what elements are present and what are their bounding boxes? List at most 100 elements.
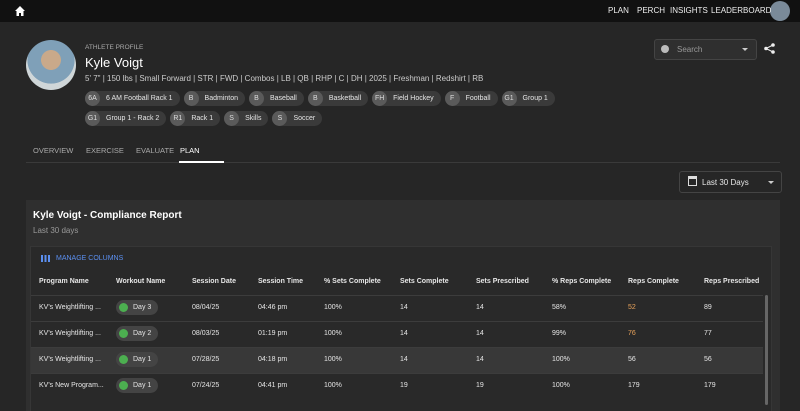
column-header: Sets Prescribed [476,278,529,285]
tag-label: Group 1 [522,95,548,102]
columns-icon [41,255,50,262]
tag-chip[interactable]: S Skills [224,111,269,126]
date-filter[interactable]: Last 30 Days [679,171,782,193]
column-header: % Reps Complete [552,278,612,285]
tag-initials: R1 [170,111,186,126]
nav-link[interactable]: PERCH [637,6,666,15]
check-icon [119,381,128,390]
table-cell: 179 [704,382,716,389]
table-cell: 14 [400,356,408,363]
tag-label: Baseball [270,95,297,102]
report-title: Kyle Voigt - Compliance Report [33,210,182,221]
search-box[interactable]: Search [654,39,757,60]
profile-label: ATHLETE PROFILE [85,44,144,51]
share-icon[interactable] [764,43,775,54]
tag-initials: F [444,91,460,106]
nav-link[interactable]: INSIGHTS [670,6,708,15]
table-cell: 04:41 pm [258,382,288,389]
table-cell: 100% [324,382,342,389]
tab[interactable]: EXERCISE [86,146,124,155]
table-cell: 14 [400,304,408,311]
tag-chip[interactable]: S Soccer [272,111,323,126]
dropdown-arrow [768,181,774,187]
tag-initials: B [249,91,264,106]
tag-initials: FH [372,91,388,106]
table-cell: 14 [400,330,408,337]
tag-chip[interactable]: G1 Group 1 [501,91,555,106]
tag-chip[interactable]: FH Field Hockey [372,91,441,106]
column-header: Reps Complete [628,278,679,285]
column-header: Sets Complete [400,278,449,285]
row-divider [31,347,763,348]
tag-chip[interactable]: R1 Rack 1 [170,111,221,126]
tag-chip[interactable]: F Football [444,91,498,106]
table-cell: 56 [628,356,636,363]
workout-name: Day 1 [133,356,152,363]
table-cell: 99% [552,330,567,337]
report-subtitle: Last 30 days [33,226,79,235]
table-cell: 07/24/25 [192,382,220,389]
tag-label: Badminton [204,95,238,102]
table-cell: KV's Weightlifting ... [39,304,101,311]
tab[interactable]: PLAN [180,146,200,155]
tag-initials: S [224,111,240,126]
tag-chip[interactable]: B Basketball [307,91,369,106]
tag-chip[interactable]: B Badminton [183,91,245,106]
tag-label: Group 1 - Rack 2 [106,115,160,122]
tag-chip[interactable]: B Baseball [249,91,304,106]
table-cell: 179 [628,382,640,389]
table-cell: 100% [552,382,570,389]
home-icon[interactable] [14,5,26,17]
tag-label: 6 AM Football Rack 1 [106,95,173,102]
tag-label: Rack 1 [191,115,214,122]
table-cell: 14 [476,330,484,337]
tag-chip[interactable]: G1 Group 1 - Rack 2 [85,111,167,126]
check-icon [119,355,128,364]
workout-name: Day 1 [133,382,152,389]
nav-link[interactable]: PLAN [608,6,629,15]
workout-chip[interactable]: Day 1 [116,352,159,367]
workout-chip[interactable]: Day 3 [116,300,159,315]
table-cell: 56 [704,356,712,363]
column-header: Program Name [39,278,89,285]
table-cell: 19 [400,382,408,389]
check-icon [119,329,128,338]
table-cell: 100% [324,304,342,311]
table-cell: KV's Weightlifting ... [39,356,101,363]
column-header: % Sets Complete [324,278,381,285]
table-cell: 14 [476,304,484,311]
table-cell: 77 [704,330,712,337]
tag-label: Basketball [328,95,362,102]
tag-initials: 6A [85,91,100,106]
workout-chip[interactable]: Day 1 [116,378,159,393]
tag-chip[interactable]: 6A 6 AM Football Rack 1 [85,91,180,106]
scrollbar [765,295,768,405]
tag-list: 6A 6 AM Football Rack 1 B Badminton B Basebal… [85,91,635,131]
tag-label: Football [465,95,491,102]
table-cell: 58% [552,304,567,311]
table-cell: 08/03/25 [192,330,220,337]
report-card: Kyle Voigt - Compliance Report Last 30 d… [26,200,780,411]
table-cell: 07/28/25 [192,356,220,363]
tag-initials: B [307,91,323,106]
workout-chip[interactable]: Day 2 [116,326,159,341]
user-avatar[interactable] [770,1,790,21]
manage-columns-button[interactable]: MANAGE COLUMNS [56,255,124,262]
table-cell: 52 [628,304,636,311]
column-header: Reps Prescribed [704,278,760,285]
column-header: Workout Name [116,278,166,285]
nav-link[interactable]: LEADERBOARD [711,6,772,15]
tag-label: Skills [245,115,262,122]
tab-indicator [179,161,224,163]
tab[interactable]: EVALUATE [136,146,175,155]
athlete-details: 5' 7" | 150 lbs | Small Forward | STR | … [85,74,484,83]
tag-initials: S [272,111,288,126]
tab[interactable]: OVERVIEW [33,146,74,155]
table-cell: 01:19 pm [258,330,288,337]
table-panel: MANAGE COLUMNS Program Name Workout Name S… [30,246,772,411]
table-cell: 100% [324,330,342,337]
dropdown-arrow [742,48,748,54]
table-cell: KV's Weightlifting ... [39,330,101,337]
calendar-icon [688,176,697,186]
